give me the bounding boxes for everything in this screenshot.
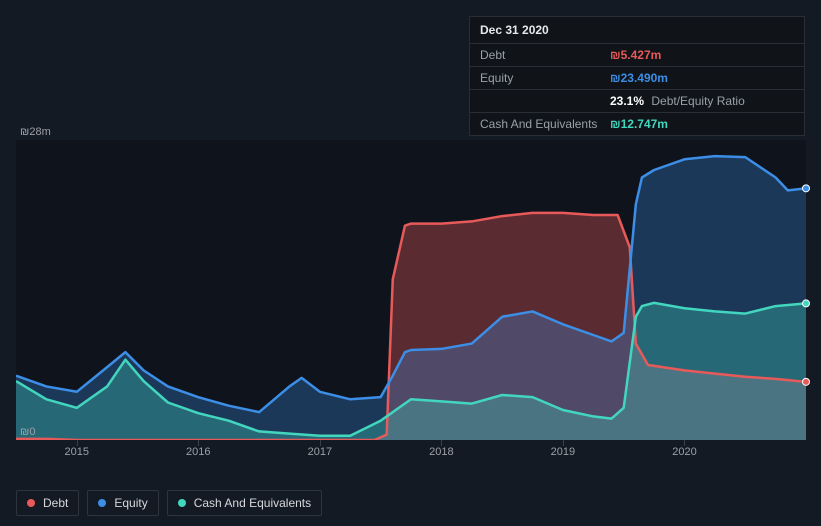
x-tick-label: 2017 [308, 446, 332, 458]
x-tick-label: 2015 [65, 446, 89, 458]
x-tick-label: 2020 [672, 446, 696, 458]
tooltip-row-note: Debt/Equity Ratio [648, 94, 745, 108]
x-gridline [441, 440, 442, 446]
tooltip-row-value: ₪5.427m [610, 48, 661, 62]
legend-dot-icon [178, 499, 186, 507]
tooltip-row: Equity₪23.490m [470, 67, 804, 90]
legend-label: Cash And Equivalents [194, 496, 311, 510]
tooltip-row-value: ₪23.490m [610, 71, 668, 85]
tooltip-row-label [480, 94, 610, 108]
tooltip-row-label: Cash And Equivalents [480, 117, 610, 131]
tooltip-date: Dec 31 2020 [470, 17, 804, 44]
financial-chart: Dec 31 2020 Debt₪5.427mEquity₪23.490m23.… [0, 0, 821, 526]
legend-label: Debt [43, 496, 68, 510]
legend-item-equity[interactable]: Equity [87, 490, 158, 516]
x-tick-label: 2018 [429, 446, 453, 458]
x-gridline [684, 440, 685, 446]
tooltip-rows-container: Debt₪5.427mEquity₪23.490m23.1% Debt/Equi… [470, 44, 804, 135]
tooltip-row-label: Equity [480, 71, 610, 85]
x-tick-label: 2016 [186, 446, 210, 458]
x-tick-label: 2019 [551, 446, 575, 458]
legend-item-cash[interactable]: Cash And Equivalents [167, 490, 322, 516]
chart-legend: Debt Equity Cash And Equivalents [16, 490, 322, 516]
y-tick-label: ₪28m [20, 126, 60, 138]
x-gridline [320, 440, 321, 446]
tooltip-row-value: 23.1% Debt/Equity Ratio [610, 94, 745, 108]
tooltip-row: Debt₪5.427m [470, 44, 804, 67]
legend-label: Equity [114, 496, 147, 510]
tooltip-row: Cash And Equivalents₪12.747m [470, 113, 804, 135]
chart-tooltip: Dec 31 2020 Debt₪5.427mEquity₪23.490m23.… [469, 16, 805, 136]
tooltip-row-label: Debt [480, 48, 610, 62]
tooltip-row-value: ₪12.747m [610, 117, 668, 131]
x-gridline [563, 440, 564, 446]
legend-dot-icon [27, 499, 35, 507]
chart-plot-area[interactable] [16, 140, 806, 440]
y-tick-label: ₪0 [20, 426, 60, 438]
tooltip-row: 23.1% Debt/Equity Ratio [470, 90, 804, 113]
x-gridline [198, 440, 199, 446]
legend-item-debt[interactable]: Debt [16, 490, 79, 516]
x-gridline [77, 440, 78, 446]
legend-dot-icon [98, 499, 106, 507]
